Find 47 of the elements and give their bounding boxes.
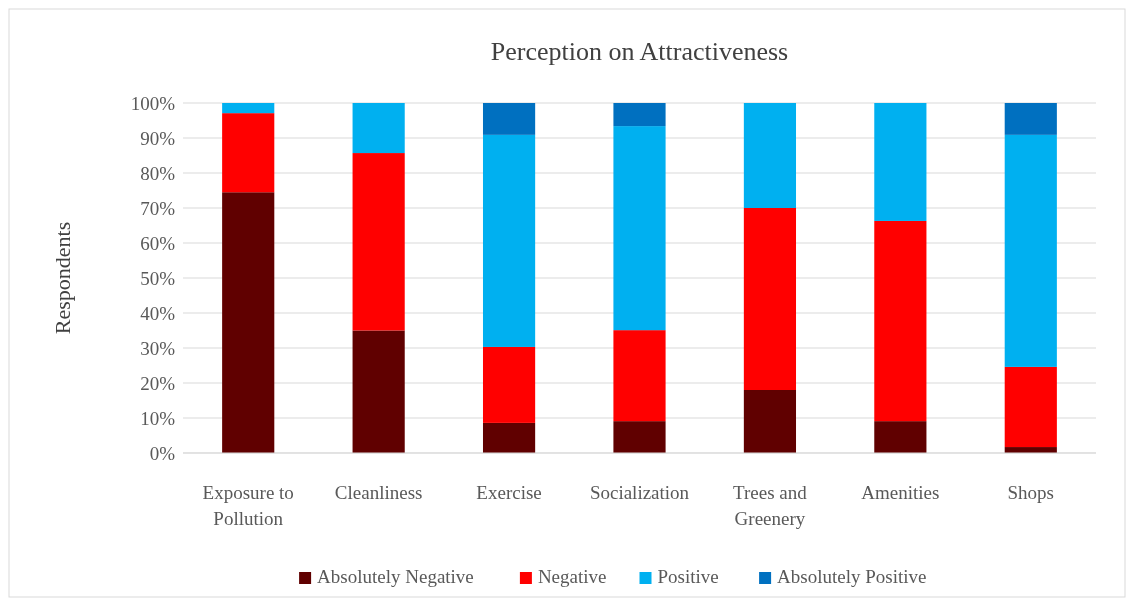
bar <box>352 153 405 331</box>
x-tick-label: Cleanliness <box>334 482 423 503</box>
y-axis-title: Respondents <box>50 221 75 335</box>
bar <box>352 103 405 154</box>
bar <box>352 330 405 453</box>
x-tick-label: Exposure to Pollution <box>202 482 294 529</box>
legend-label: Absolutely Positive <box>777 566 927 587</box>
bar <box>222 103 275 114</box>
bar <box>613 421 666 453</box>
bar <box>482 134 536 347</box>
y-tick-label: 80% <box>140 162 176 184</box>
y-tick-label: 60% <box>140 232 176 254</box>
y-tick-label: 90% <box>140 127 176 149</box>
bar <box>1004 134 1057 367</box>
bar <box>613 126 666 331</box>
bar <box>613 330 666 422</box>
bar <box>222 113 275 193</box>
legend-label: Absolutely Negative <box>317 566 474 587</box>
y-tick-label: 70% <box>140 197 176 219</box>
bar <box>482 422 536 453</box>
y-tick-label: 0% <box>149 442 176 464</box>
bar <box>874 421 927 453</box>
y-tick-label: 10% <box>140 407 176 429</box>
y-tick-label: 50% <box>140 267 176 289</box>
y-tick-label: 40% <box>140 302 176 324</box>
y-tick-label: 20% <box>140 372 176 394</box>
y-tick-label: 100% <box>130 92 176 114</box>
bar <box>1004 103 1057 135</box>
bar <box>222 192 275 453</box>
y-tick-label: 30% <box>140 337 176 359</box>
bar <box>613 103 666 127</box>
bar <box>743 103 797 208</box>
x-tick-label: Trees and Greenery <box>733 482 808 529</box>
x-tick-label: Shops <box>1007 482 1055 503</box>
bar <box>482 346 536 423</box>
bar <box>874 220 927 422</box>
bar <box>1004 366 1057 448</box>
x-tick-label: Amenities <box>861 482 940 503</box>
chart-title: Perception on Attractiveness <box>490 37 789 66</box>
bar <box>874 103 927 221</box>
bar <box>743 208 797 390</box>
legend-label: Positive <box>657 566 719 587</box>
x-tick-label: Socialization <box>589 482 690 503</box>
x-tick-label: Exercise <box>476 482 542 503</box>
legend-label: Negative <box>537 566 607 587</box>
bar <box>743 390 797 453</box>
bar <box>482 103 536 135</box>
